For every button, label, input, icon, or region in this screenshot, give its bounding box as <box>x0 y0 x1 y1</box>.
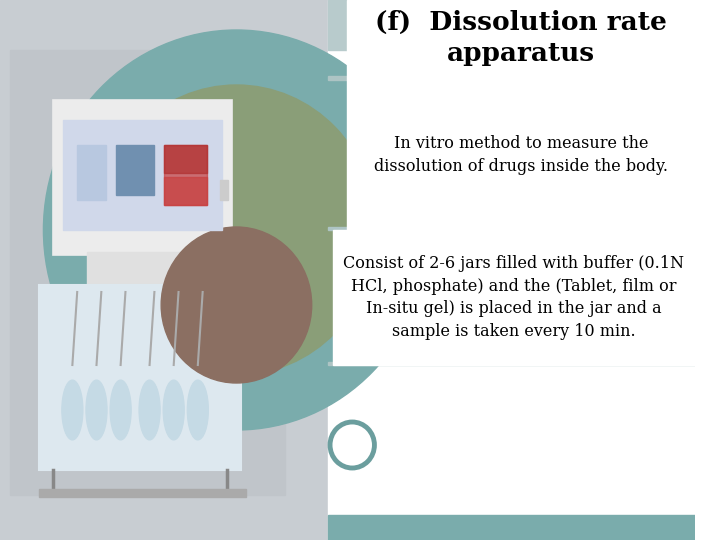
Bar <box>39 489 246 497</box>
Bar <box>348 0 695 80</box>
Ellipse shape <box>62 380 83 440</box>
Circle shape <box>96 85 377 375</box>
Text: Consist of 2-6 jars filled with buffer (0.1N
HCl, phosphate) and the (Tablet, fi: Consist of 2-6 jars filled with buffer (… <box>343 255 685 340</box>
Bar <box>333 230 695 365</box>
Bar <box>164 177 207 205</box>
Bar <box>328 515 695 540</box>
Bar <box>9 50 284 495</box>
Ellipse shape <box>163 380 184 440</box>
Bar <box>328 76 695 80</box>
Bar <box>328 0 695 50</box>
Ellipse shape <box>139 380 160 440</box>
Ellipse shape <box>86 380 107 440</box>
Circle shape <box>43 30 429 430</box>
Circle shape <box>161 227 312 383</box>
Text: In vitro method to measure the
dissolution of drugs inside the body.: In vitro method to measure the dissoluti… <box>374 135 668 176</box>
Bar <box>348 80 695 230</box>
Bar <box>328 227 695 230</box>
FancyBboxPatch shape <box>53 100 232 255</box>
Ellipse shape <box>187 380 209 440</box>
Bar <box>39 285 241 470</box>
Bar <box>164 145 207 205</box>
Text: (f)  Dissolution rate
apparatus: (f) Dissolution rate apparatus <box>375 10 667 66</box>
Bar <box>63 120 222 230</box>
Bar <box>87 252 198 290</box>
Bar <box>0 0 328 540</box>
Bar <box>164 145 207 173</box>
Bar <box>77 145 106 200</box>
Bar <box>220 180 228 200</box>
Bar <box>328 0 695 540</box>
Ellipse shape <box>110 380 131 440</box>
Bar <box>328 362 695 365</box>
Bar <box>116 145 154 195</box>
